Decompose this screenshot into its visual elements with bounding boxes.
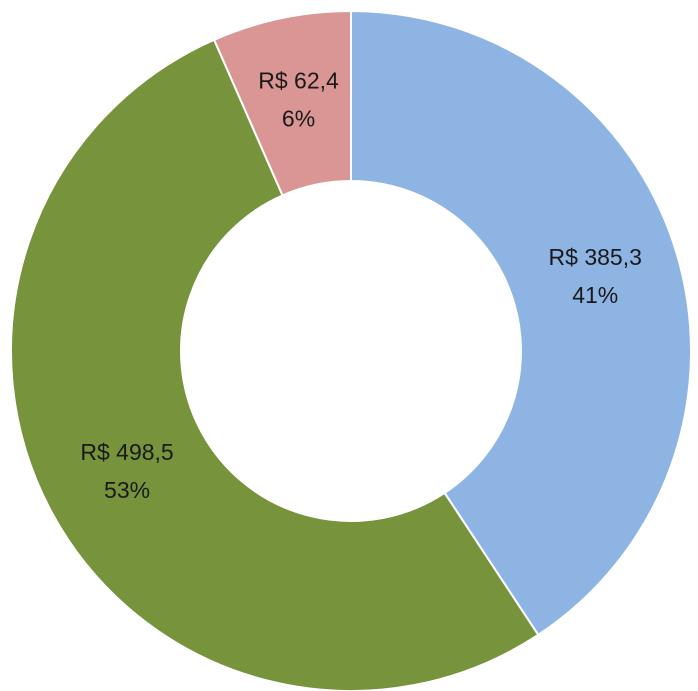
value-label: R$ 62,4 (258, 68, 339, 94)
percent-label: 41% (572, 282, 618, 308)
donut-slice (212, 9, 352, 197)
percent-label: 53% (104, 477, 150, 503)
donut-slice (350, 9, 692, 637)
value-label: R$ 385,3 (549, 244, 642, 270)
value-label: R$ 498,5 (80, 439, 173, 465)
donut-slice (10, 38, 540, 691)
percent-label: 6% (282, 106, 315, 132)
